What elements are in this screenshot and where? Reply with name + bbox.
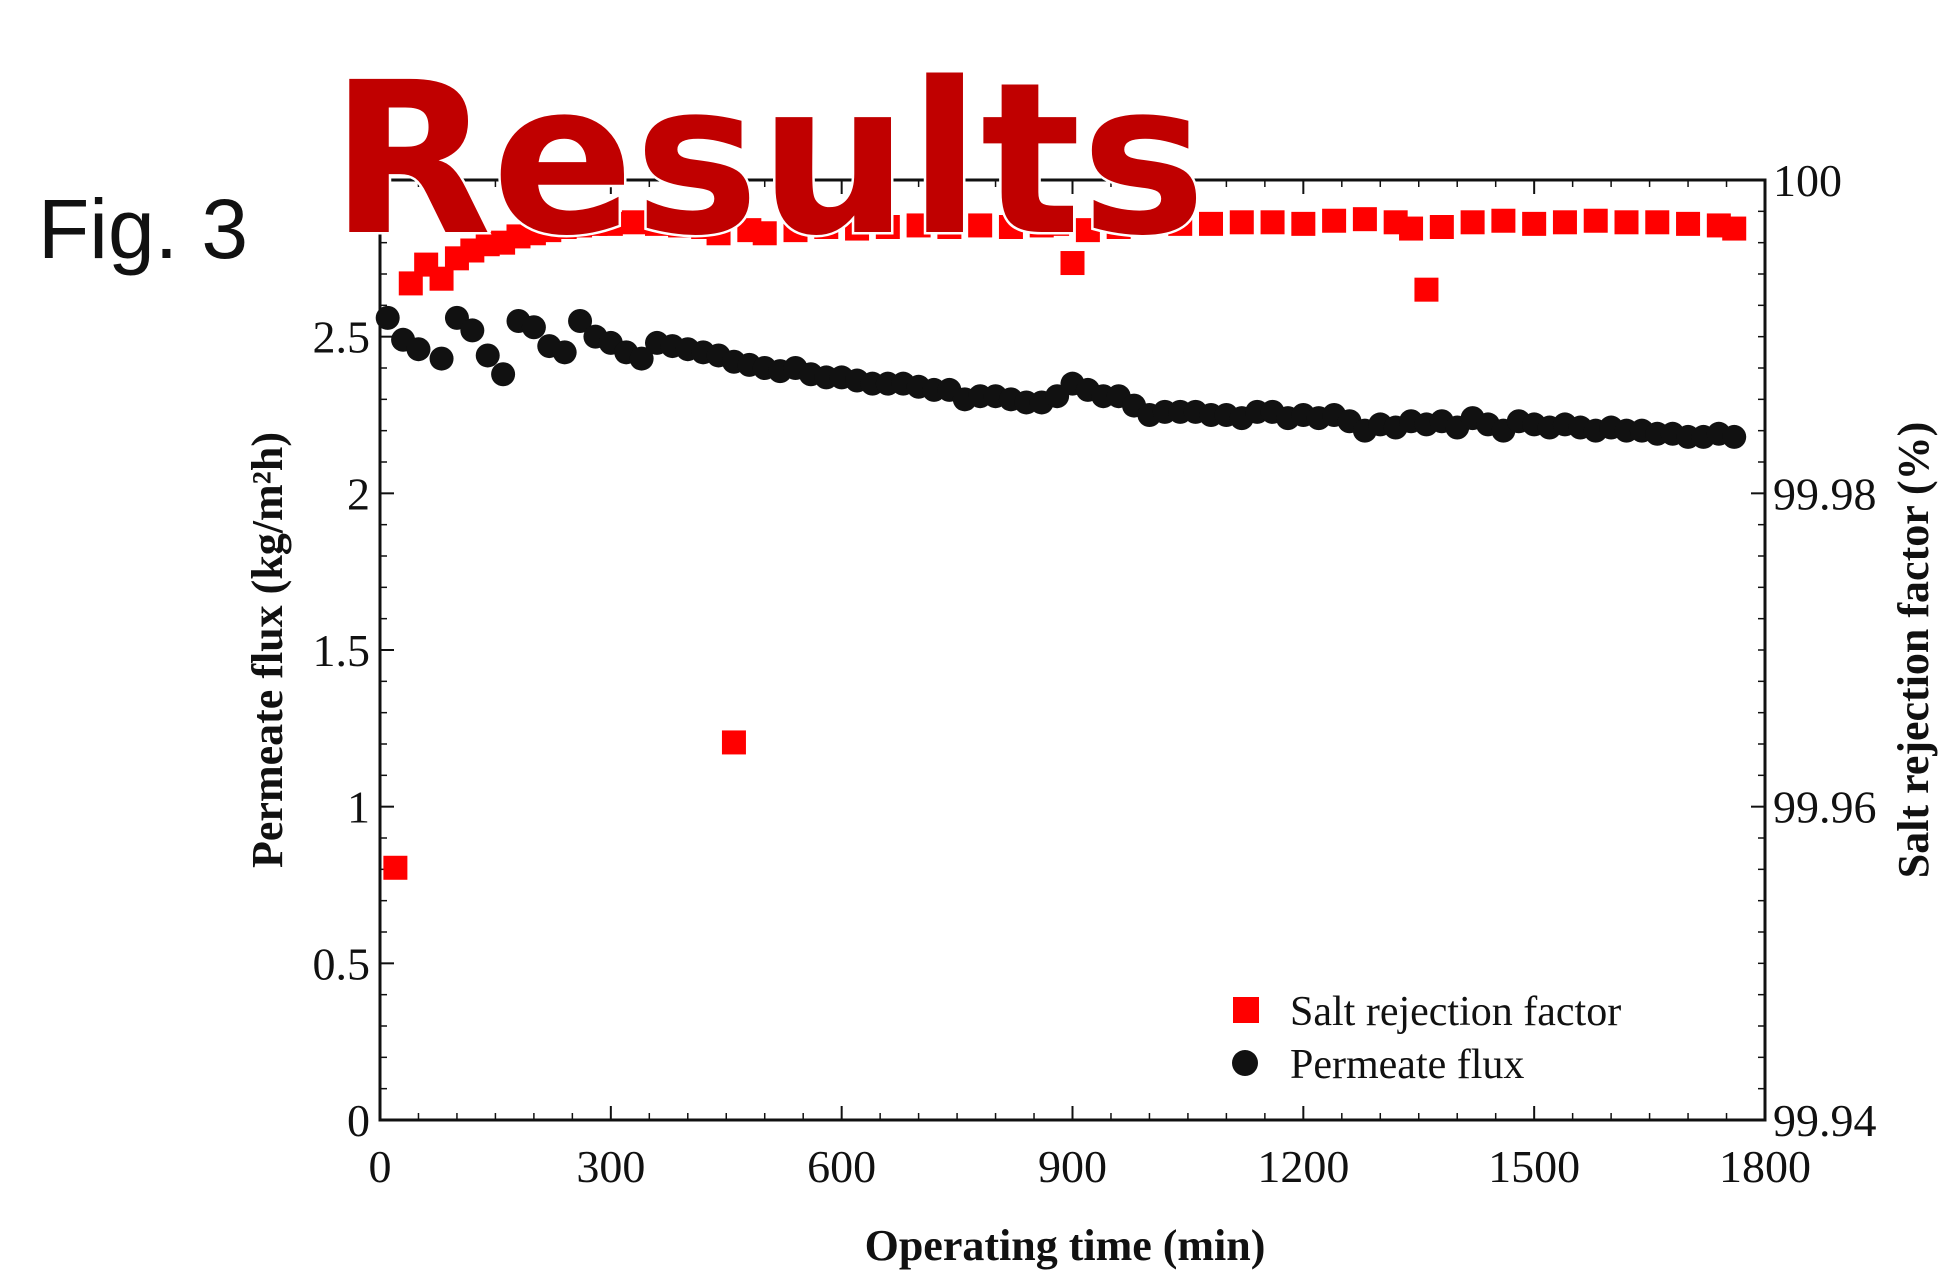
salt-rejection-point <box>1075 218 1100 243</box>
salt-rejection-point <box>1429 215 1454 239</box>
salt-rejection-point <box>1645 210 1670 235</box>
salt-rejection-point <box>1491 208 1516 233</box>
salt-rejection-point <box>845 216 870 241</box>
salt-rejection-point <box>621 210 646 235</box>
y-right-tick-label: 99.98 <box>1773 468 1877 519</box>
salt-rejection-point <box>937 215 962 239</box>
salt-rejection-point <box>1322 208 1347 233</box>
x-tick-label: 1200 <box>1257 1141 1349 1192</box>
salt-rejection-point <box>429 266 454 291</box>
salt-rejection-point <box>1352 207 1377 232</box>
x-tick-label: 300 <box>576 1141 645 1192</box>
salt-rejection-point <box>1291 211 1316 236</box>
axis-ticks: 0 300 600 900 1200 1500 1800 0 0.5 1 1.5 2 2.5 99.94 9… <box>313 155 1877 1192</box>
salt-rejection-point <box>875 215 900 239</box>
salt-rejection-point <box>1614 210 1639 235</box>
salt-rejection-point <box>1199 211 1223 236</box>
x-tick-label: 900 <box>1038 1141 1107 1192</box>
salt-rejection-point <box>1045 211 1070 236</box>
permeate-flux-point <box>552 340 577 365</box>
data-marks <box>375 207 1747 880</box>
salt-rejection-point <box>1168 211 1193 236</box>
permeate-flux-point <box>375 305 400 330</box>
salt-rejection-point <box>1583 208 1608 233</box>
x-tick-label: 1800 <box>1719 1141 1811 1192</box>
y-axis-title-left: Permeate flux (kg/m²h) <box>243 432 292 868</box>
y-left-tick-label: 0 <box>347 1095 370 1146</box>
legend-label-salt-rejection: Salt rejection factor <box>1290 989 1621 1035</box>
y-left-tick-label: 1 <box>347 782 370 833</box>
permeate-flux-point <box>491 362 516 387</box>
salt-rejection-point <box>752 221 777 246</box>
salt-rejection-point <box>1399 216 1424 241</box>
legend-marker-permeate-flux <box>1232 1050 1258 1076</box>
y-right-tick-label: 99.94 <box>1773 1095 1877 1146</box>
x-tick-label: 1500 <box>1488 1141 1580 1192</box>
salt-rejection-point <box>1060 251 1085 276</box>
salt-rejection-point <box>814 215 839 239</box>
salt-rejection-point <box>968 213 993 238</box>
y-left-tick-label: 0.5 <box>313 938 371 989</box>
salt-rejection-point <box>783 218 808 243</box>
salt-rejection-point <box>598 211 623 236</box>
salt-rejection-point <box>998 215 1023 239</box>
legend: Salt rejection factor Permeate flux <box>1232 989 1621 1088</box>
permeate-flux-point <box>406 337 431 362</box>
y-left-tick-label: 1.5 <box>313 625 371 676</box>
x-tick-label: 0 <box>369 1141 392 1192</box>
permeate-flux-point <box>629 346 654 371</box>
salt-rejection-point <box>1676 211 1701 236</box>
permeate-flux-point <box>429 346 454 371</box>
salt-rejection-point <box>668 213 693 238</box>
salt-rejection-point <box>1229 210 1254 235</box>
permeate-flux-point <box>475 343 500 368</box>
legend-label-permeate-flux: Permeate flux <box>1290 1042 1524 1088</box>
y-left-tick-label: 2 <box>347 468 370 519</box>
x-tick-label: 600 <box>807 1141 876 1192</box>
salt-rejection-point <box>383 855 408 880</box>
figure-label: Fig. 3 <box>38 182 248 276</box>
y-right-tick-label: 100 <box>1773 155 1842 206</box>
y-left-tick-label: 2.5 <box>313 312 371 363</box>
salt-rejection-point <box>706 221 731 246</box>
permeate-flux-point <box>460 318 485 343</box>
permeate-flux-point <box>568 309 593 333</box>
salt-rejection-point <box>1137 211 1162 236</box>
salt-rejection-point <box>1522 211 1547 236</box>
x-axis-title: Operating time (min) <box>865 1221 1266 1270</box>
salt-rejection-point <box>1260 210 1285 235</box>
salt-rejection-point <box>1460 210 1485 235</box>
permeate-flux-point <box>1722 424 1747 449</box>
salt-rejection-point <box>906 213 931 238</box>
salt-rejection-point <box>1106 215 1131 239</box>
legend-marker-salt-rejection <box>1233 997 1259 1023</box>
salt-rejection-point <box>645 211 669 236</box>
y-axis-title-right: Salt rejection factor (%) <box>1889 422 1938 879</box>
salt-rejection-point <box>1552 210 1577 235</box>
salt-rejection-point <box>1722 216 1747 241</box>
salt-rejection-point <box>1414 277 1439 302</box>
slide-title: Results <box>330 37 1206 282</box>
permeate-flux-point <box>521 315 546 340</box>
y-right-tick-label: 99.96 <box>1773 782 1877 833</box>
salt-rejection-point <box>721 730 746 755</box>
